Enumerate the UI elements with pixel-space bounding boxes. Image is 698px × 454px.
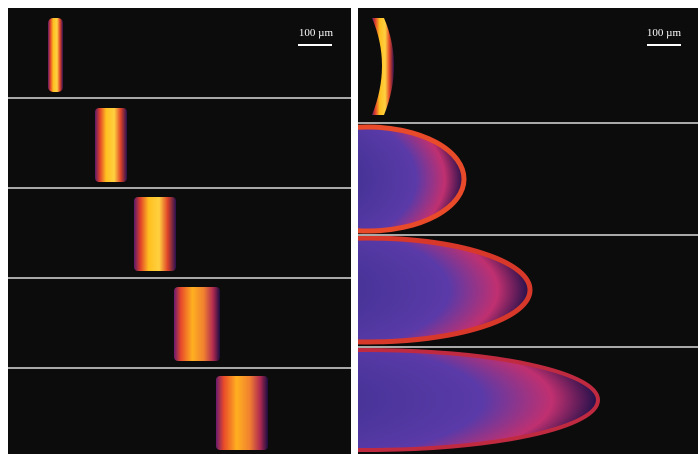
scale-bar-label: 100 µm [647, 27, 682, 39]
fluorescent-band [48, 18, 63, 92]
figure: 100 µm 100 µm [0, 0, 698, 454]
fluorescent-band [95, 108, 127, 182]
fluorescent-band [134, 197, 176, 271]
fluorescent-band [174, 287, 220, 361]
scale-bar-label: 100 µm [299, 27, 334, 39]
fluorescent-band [216, 376, 268, 450]
left-panel: 100 µm [8, 8, 351, 454]
